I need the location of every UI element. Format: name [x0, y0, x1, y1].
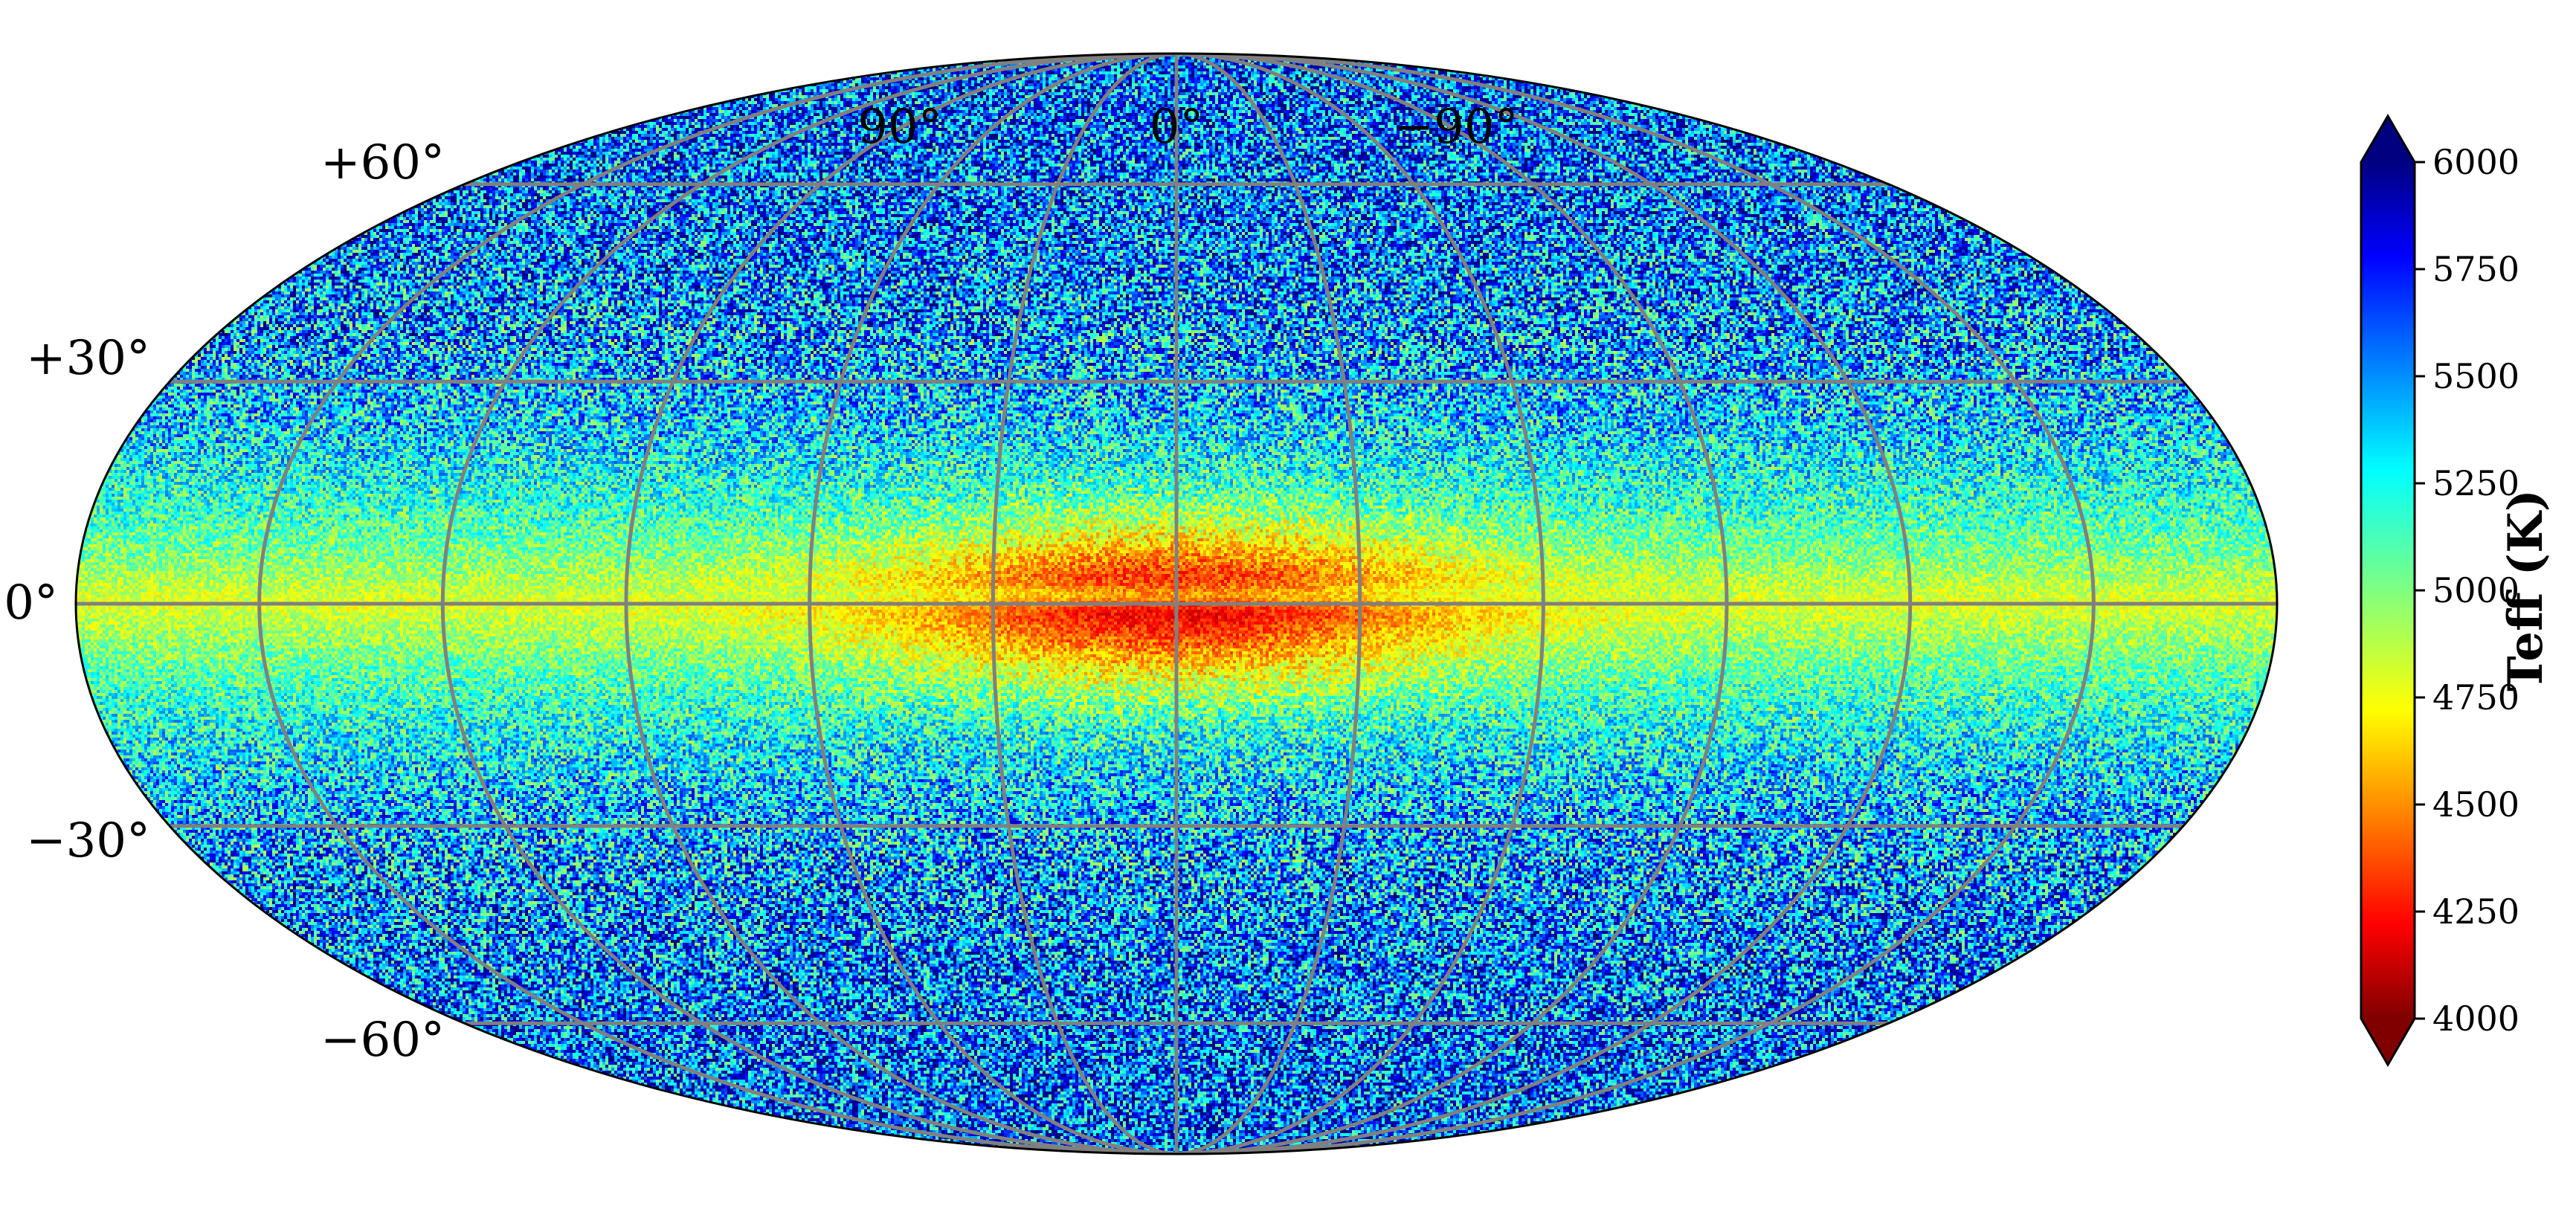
colorbar-tick-label: 6000	[2432, 142, 2519, 182]
longitude-tick-labels: 90° 0° −90°	[857, 100, 1518, 155]
colorbar-gradient	[2361, 162, 2415, 1019]
longitude-gridline	[1176, 54, 1545, 1154]
colorbar-tick-label: 5750	[2432, 249, 2519, 289]
map-outline	[74, 52, 2279, 1155]
colorbar-extend-max	[2361, 116, 2415, 162]
sky-map	[74, 52, 2279, 1155]
longitude-gridline	[1176, 54, 2096, 1154]
graticule	[76, 54, 2277, 1154]
longitude-gridline	[1176, 54, 1362, 1154]
longitude-gridline	[257, 54, 1177, 1154]
longitude-gridline	[808, 54, 1177, 1154]
lon-tick-label: 90°	[857, 100, 941, 155]
colorbar: 4000 4250 4500 4750 5000 5250 5500 5750 6000 Tef…	[2360, 114, 2554, 1067]
colorbar-tick-label: 4750	[2432, 677, 2519, 718]
latitude-tick-labels: +60° +30° 0° −30° −60°	[4, 135, 445, 1068]
lat-tick-label: +60°	[321, 135, 445, 190]
longitude-gridline	[991, 54, 1177, 1154]
colorbar-tick-label: 4250	[2432, 891, 2519, 932]
longitude-gridline	[624, 54, 1177, 1154]
lat-tick-label: −60°	[321, 1013, 445, 1068]
lat-tick-label: −30°	[26, 813, 150, 868]
colorbar-extend-min	[2361, 1019, 2415, 1065]
longitude-gridline	[1176, 54, 1913, 1154]
colorbar-tick-label: 5000	[2432, 570, 2519, 610]
colorbar-tick-label: 5250	[2432, 463, 2519, 503]
longitude-gridline	[1176, 54, 1729, 1154]
lon-tick-label: 0°	[1150, 100, 1204, 155]
colorbar-label: Teff (K)	[2498, 489, 2554, 691]
colorbar-tick-label: 4500	[2432, 784, 2519, 825]
lon-tick-label: −90°	[1394, 100, 1518, 155]
longitude-gridline	[440, 54, 1177, 1154]
colorbar-ticks: 4000 4250 4500 4750 5000 5250 5500 5750 6000	[2415, 142, 2519, 1039]
colorbar-tick-label: 5500	[2432, 356, 2519, 396]
colorbar-tick-label: 4000	[2432, 999, 2519, 1039]
lat-tick-label: +30°	[26, 331, 150, 386]
lat-tick-label: 0°	[4, 575, 58, 631]
